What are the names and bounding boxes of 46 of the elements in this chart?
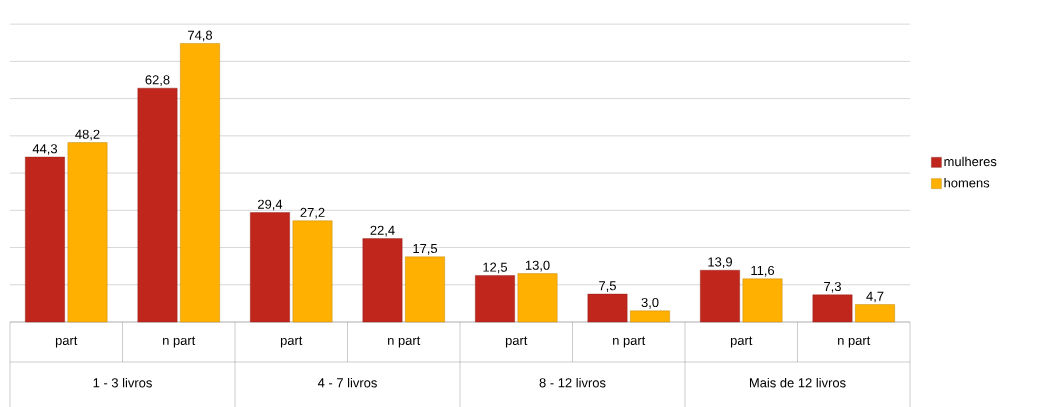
bar xyxy=(137,87,178,323)
bar xyxy=(475,275,515,323)
bar xyxy=(180,43,220,323)
data-label: 13,0 xyxy=(525,260,550,272)
data-label: 29,4 xyxy=(258,199,283,211)
bar xyxy=(587,293,628,323)
bar xyxy=(517,273,558,323)
x-tick-label: n part xyxy=(388,336,421,348)
data-label: 62,8 xyxy=(145,75,170,86)
bar xyxy=(405,256,445,323)
bar xyxy=(742,278,783,323)
bar xyxy=(250,212,290,323)
data-label: 44,3 xyxy=(32,144,58,155)
bar xyxy=(630,310,670,323)
data-label: 11,6 xyxy=(751,265,775,277)
x-tick-label: part xyxy=(505,336,528,348)
x-tick-label: part xyxy=(55,336,78,348)
bar xyxy=(292,220,333,323)
data-label: 74,8 xyxy=(188,30,213,42)
bar xyxy=(25,156,65,323)
bar xyxy=(812,294,853,323)
x-tick-label: n part xyxy=(838,336,871,348)
x-tick-label: n part xyxy=(613,336,646,348)
data-label: 48,2 xyxy=(75,129,100,141)
legend-label: mulheres xyxy=(944,156,997,167)
data-label: 7,5 xyxy=(599,281,616,292)
data-label: 3,0 xyxy=(641,297,659,309)
text: 8 - 12 livros xyxy=(539,377,606,388)
data-label: 12,5 xyxy=(483,262,508,274)
data-label: 27,2 xyxy=(300,207,325,219)
x-tick-label: part xyxy=(280,336,303,348)
data-label: 22,4 xyxy=(370,225,395,237)
bar xyxy=(362,238,403,323)
bar xyxy=(855,304,895,323)
text: 1 - 3 livros xyxy=(93,377,152,388)
data-label: 7,3 xyxy=(824,281,841,293)
data-label: 4,7 xyxy=(866,291,884,303)
data-label: 17,5 xyxy=(413,244,438,255)
text: 4 - 7 livros xyxy=(317,377,377,388)
bar xyxy=(67,142,108,323)
bar xyxy=(700,270,740,323)
legend-label: homens xyxy=(944,177,990,188)
x-tick-label: n part xyxy=(163,336,196,348)
data-label: 13,9 xyxy=(708,257,732,269)
text: Mais de 12 livros xyxy=(749,377,846,388)
x-tick-label: part xyxy=(730,336,753,348)
